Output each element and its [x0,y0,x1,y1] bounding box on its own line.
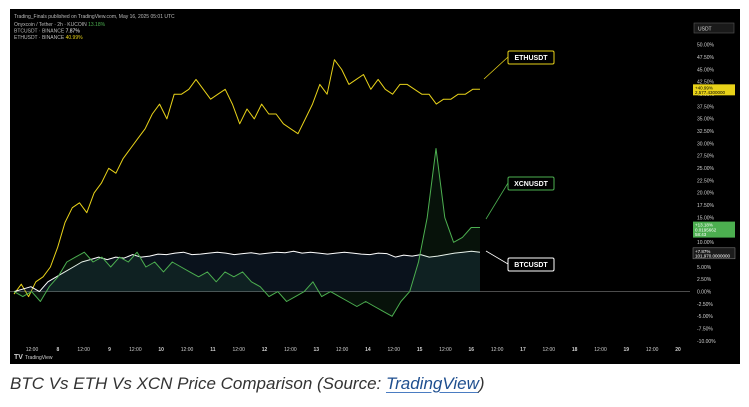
x-tick-label: 9 [108,347,111,353]
x-tick-label: 12:00 [336,347,349,353]
x-tick-label: 12:00 [439,347,452,353]
x-tick-label: 20 [675,347,681,353]
legend-entry[interactable]: Onyxcoin / Tether · 2h · KUCOIN 13.18% [14,22,106,28]
y-tick-label: -7.50% [697,326,713,332]
x-tick-label: 11 [210,347,216,353]
series-line[interactable] [13,59,480,298]
x-tick-label: 12:00 [646,347,659,353]
x-tick-label: 12:00 [491,347,504,353]
y-tick-label: -2.50% [697,302,713,308]
x-tick-label: 12:00 [181,347,194,353]
legend-entry[interactable]: ETHUSDT · BINANCE 40.99% [14,35,83,41]
x-tick-label: 10 [158,347,164,353]
caption-prefix: BTC Vs ETH Vs XCN Price Comparison (Sour… [10,374,386,393]
y-tick-label: 37.50% [697,104,715,110]
legend-value: 40.99% [66,35,84,41]
series-line[interactable] [13,250,481,293]
price-tags: +40.99%2,577.4300000 +13.18%0.019566258:4… [692,84,736,260]
btc-callout-box [507,257,555,272]
y-tick-label: 5.00% [697,265,712,271]
y-tick-label: 2.50% [697,277,712,283]
x-tick-label: 8 [56,347,59,353]
btc-tag-pct: +7.87% [695,249,710,254]
callout-pointer [485,182,509,220]
series-callouts: ETHUSDT XCNUSDT BTCUSDT [483,50,555,272]
x-tick-label: 17 [520,347,526,353]
callout-pointer [483,56,509,80]
series-area [14,148,480,317]
btc-callout-label: BTCUSDT [514,262,548,269]
eth-tag-pct: +40.99% [695,85,713,90]
eth-tag-price: 2,577.4300000 [695,90,726,95]
legend-value: 7.87% [66,29,81,35]
y-tick-label: 42.50% [697,80,715,86]
tradingview-logo[interactable]: TV TradingView [14,354,53,361]
y-tick-label: 35.00% [697,117,715,123]
currency-label: USDT [698,27,712,33]
y-tick-label: 50.00% [697,43,715,49]
y-tick-label: 17.50% [697,203,715,209]
tradingview-wordmark: TradingView [25,355,53,361]
figure-caption: BTC Vs ETH Vs XCN Price Comparison (Sour… [10,374,740,394]
legend-entry[interactable]: BTCUSDT · BINANCE 7.87% [14,29,80,35]
x-tick-label: 12:00 [388,347,401,353]
y-tick-label: 32.50% [697,129,715,135]
x-tick-label: 13 [313,347,319,353]
x-tick-label: 12:00 [284,347,297,353]
xcn-tag-pct: +13.18% [695,223,713,228]
x-tick-label: 18 [572,347,578,353]
y-tick-label: 30.00% [697,141,715,147]
y-tick-label: 22.50% [697,178,715,184]
x-tick-label: 12:00 [77,347,90,353]
y-tick-label: 45.00% [697,67,715,73]
xcn-callout-label: XCNUSDT [514,181,549,188]
y-tick-label: 25.00% [697,166,715,172]
xcn-tag-price: 0.0195662 [695,227,717,232]
btc-price-tag [692,247,736,260]
xcn-tag-time: 58:43 [695,232,707,237]
x-tick-label: 12:00 [232,347,245,353]
x-tick-label: 12:00 [129,347,142,353]
y-tick-label: 47.50% [697,55,715,61]
btc-tag-price: 101,970.0000000 [695,254,731,259]
comparison-chart[interactable]: Trading_Finals published on TradingView.… [10,9,740,364]
x-tick-label: 12:00 [543,347,556,353]
x-tick-label: 12:00 [594,347,607,353]
chart-background [10,9,740,364]
series-lines [13,59,481,317]
x-tick-label: 19 [624,347,630,353]
tradingview-icon: TV [14,354,23,361]
caption-suffix: ) [478,374,485,393]
eth-callout-label: ETHUSDT [514,55,548,62]
legend: Onyxcoin / Tether · 2h · KUCOIN 13.18%BT… [14,22,106,41]
x-tick-label: 12 [262,347,268,353]
y-tick-label: 0.00% [697,289,712,295]
y-tick-label: 15.00% [697,215,715,221]
callout-pointer [485,250,509,265]
x-tick-label: 12:00 [26,347,39,353]
chart-frame: Trading_Finals published on TradingView.… [10,9,740,364]
publisher-text: Trading_Finals published on TradingView.… [14,14,175,20]
legend-value: 13.18% [88,22,106,28]
caption-source-link[interactable]: TradingView [385,374,479,393]
x-axis: 12:00 8 12:00 9 12:00 10 12:00 11 12:00 12 12:00 13… [26,347,681,353]
y-tick-label: 10.00% [697,240,715,246]
eth-price-tag [693,84,735,96]
x-tick-label: 15 [417,347,423,353]
currency-box[interactable] [693,22,735,34]
xcn-price-tag [693,221,735,238]
xcn-callout-box [507,176,555,191]
y-tick-label: 20.00% [697,191,715,197]
series-line[interactable] [13,148,480,317]
y-tick-label: 27.50% [697,154,715,160]
y-tick-label: -10.00% [697,339,716,345]
x-tick-label: 16 [468,347,474,353]
x-tick-label: 14 [365,347,371,353]
series-area [14,251,480,292]
y-tick-label: -5.00% [697,314,713,320]
eth-callout-box [507,50,555,65]
